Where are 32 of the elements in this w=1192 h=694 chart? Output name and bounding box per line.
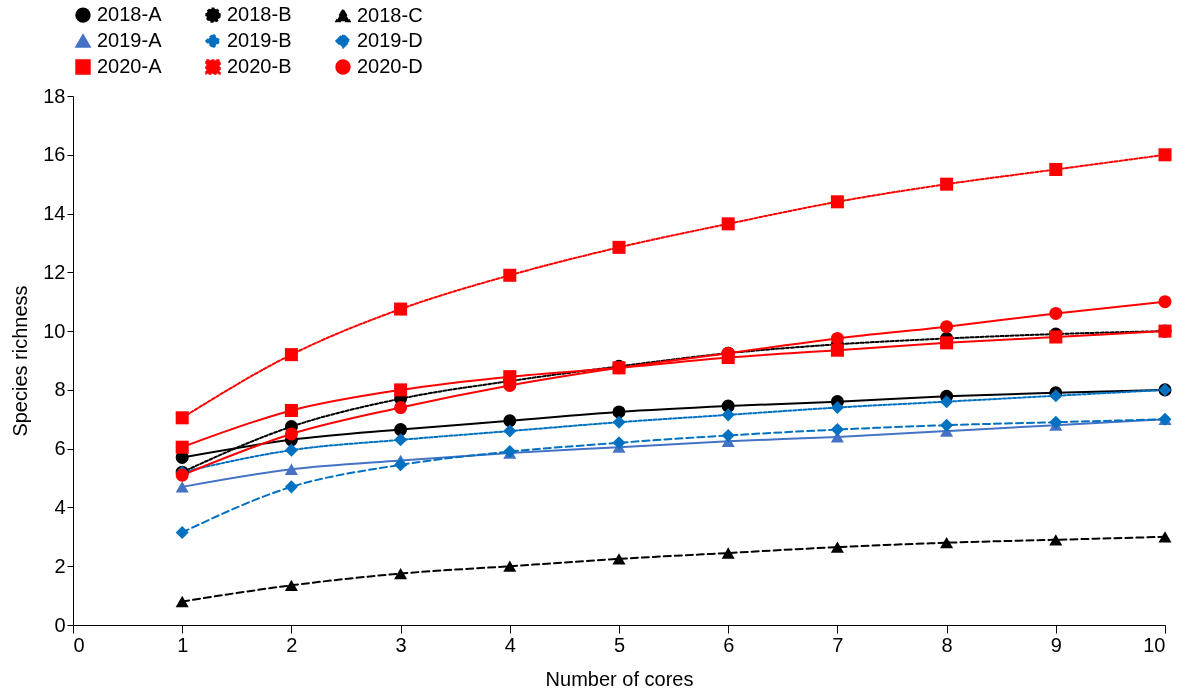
x-tick-label: 7 bbox=[832, 633, 844, 656]
legend-label: 2019-B bbox=[227, 29, 292, 51]
legend-label: 2018-C bbox=[357, 3, 423, 26]
y-tick-label: 16 bbox=[43, 143, 66, 166]
y-tick-label: 18 bbox=[43, 84, 66, 107]
x-tick-label: 3 bbox=[395, 633, 407, 656]
x-tick-label: 2 bbox=[286, 633, 298, 656]
y-tick-label: 10 bbox=[43, 319, 66, 342]
legend-label: 2019-A bbox=[97, 29, 163, 51]
legend-label: 2018-A bbox=[97, 3, 163, 26]
legend-label: 2020-B bbox=[227, 55, 292, 77]
x-tick-label: 10 bbox=[1143, 633, 1166, 656]
legend-label: 2020-D bbox=[357, 55, 423, 77]
legend-label: 2019-D bbox=[357, 29, 423, 51]
x-tick-label: 4 bbox=[504, 633, 516, 656]
y-tick-label: 6 bbox=[54, 437, 66, 460]
y-tick-label: 8 bbox=[54, 378, 66, 401]
legend-label: 2020-A bbox=[97, 55, 163, 77]
y-tick-label: 14 bbox=[43, 202, 66, 225]
y-tick-label: 2 bbox=[54, 554, 66, 577]
y-tick-label: 12 bbox=[43, 260, 66, 283]
x-axis-title: Number of cores bbox=[545, 667, 694, 690]
x-tick-label: 1 bbox=[177, 633, 189, 656]
y-tick-label: 0 bbox=[54, 613, 66, 636]
x-tick-label: 5 bbox=[613, 633, 626, 656]
x-tick-label: 8 bbox=[941, 633, 953, 656]
x-tick-label: 0 bbox=[73, 633, 85, 656]
y-tick-label: 4 bbox=[54, 495, 66, 518]
x-tick-label: 6 bbox=[723, 633, 735, 656]
y-axis-title: Species richness bbox=[9, 285, 32, 437]
legend-label: 2018-B bbox=[227, 3, 292, 26]
x-tick-label: 9 bbox=[1050, 633, 1062, 656]
